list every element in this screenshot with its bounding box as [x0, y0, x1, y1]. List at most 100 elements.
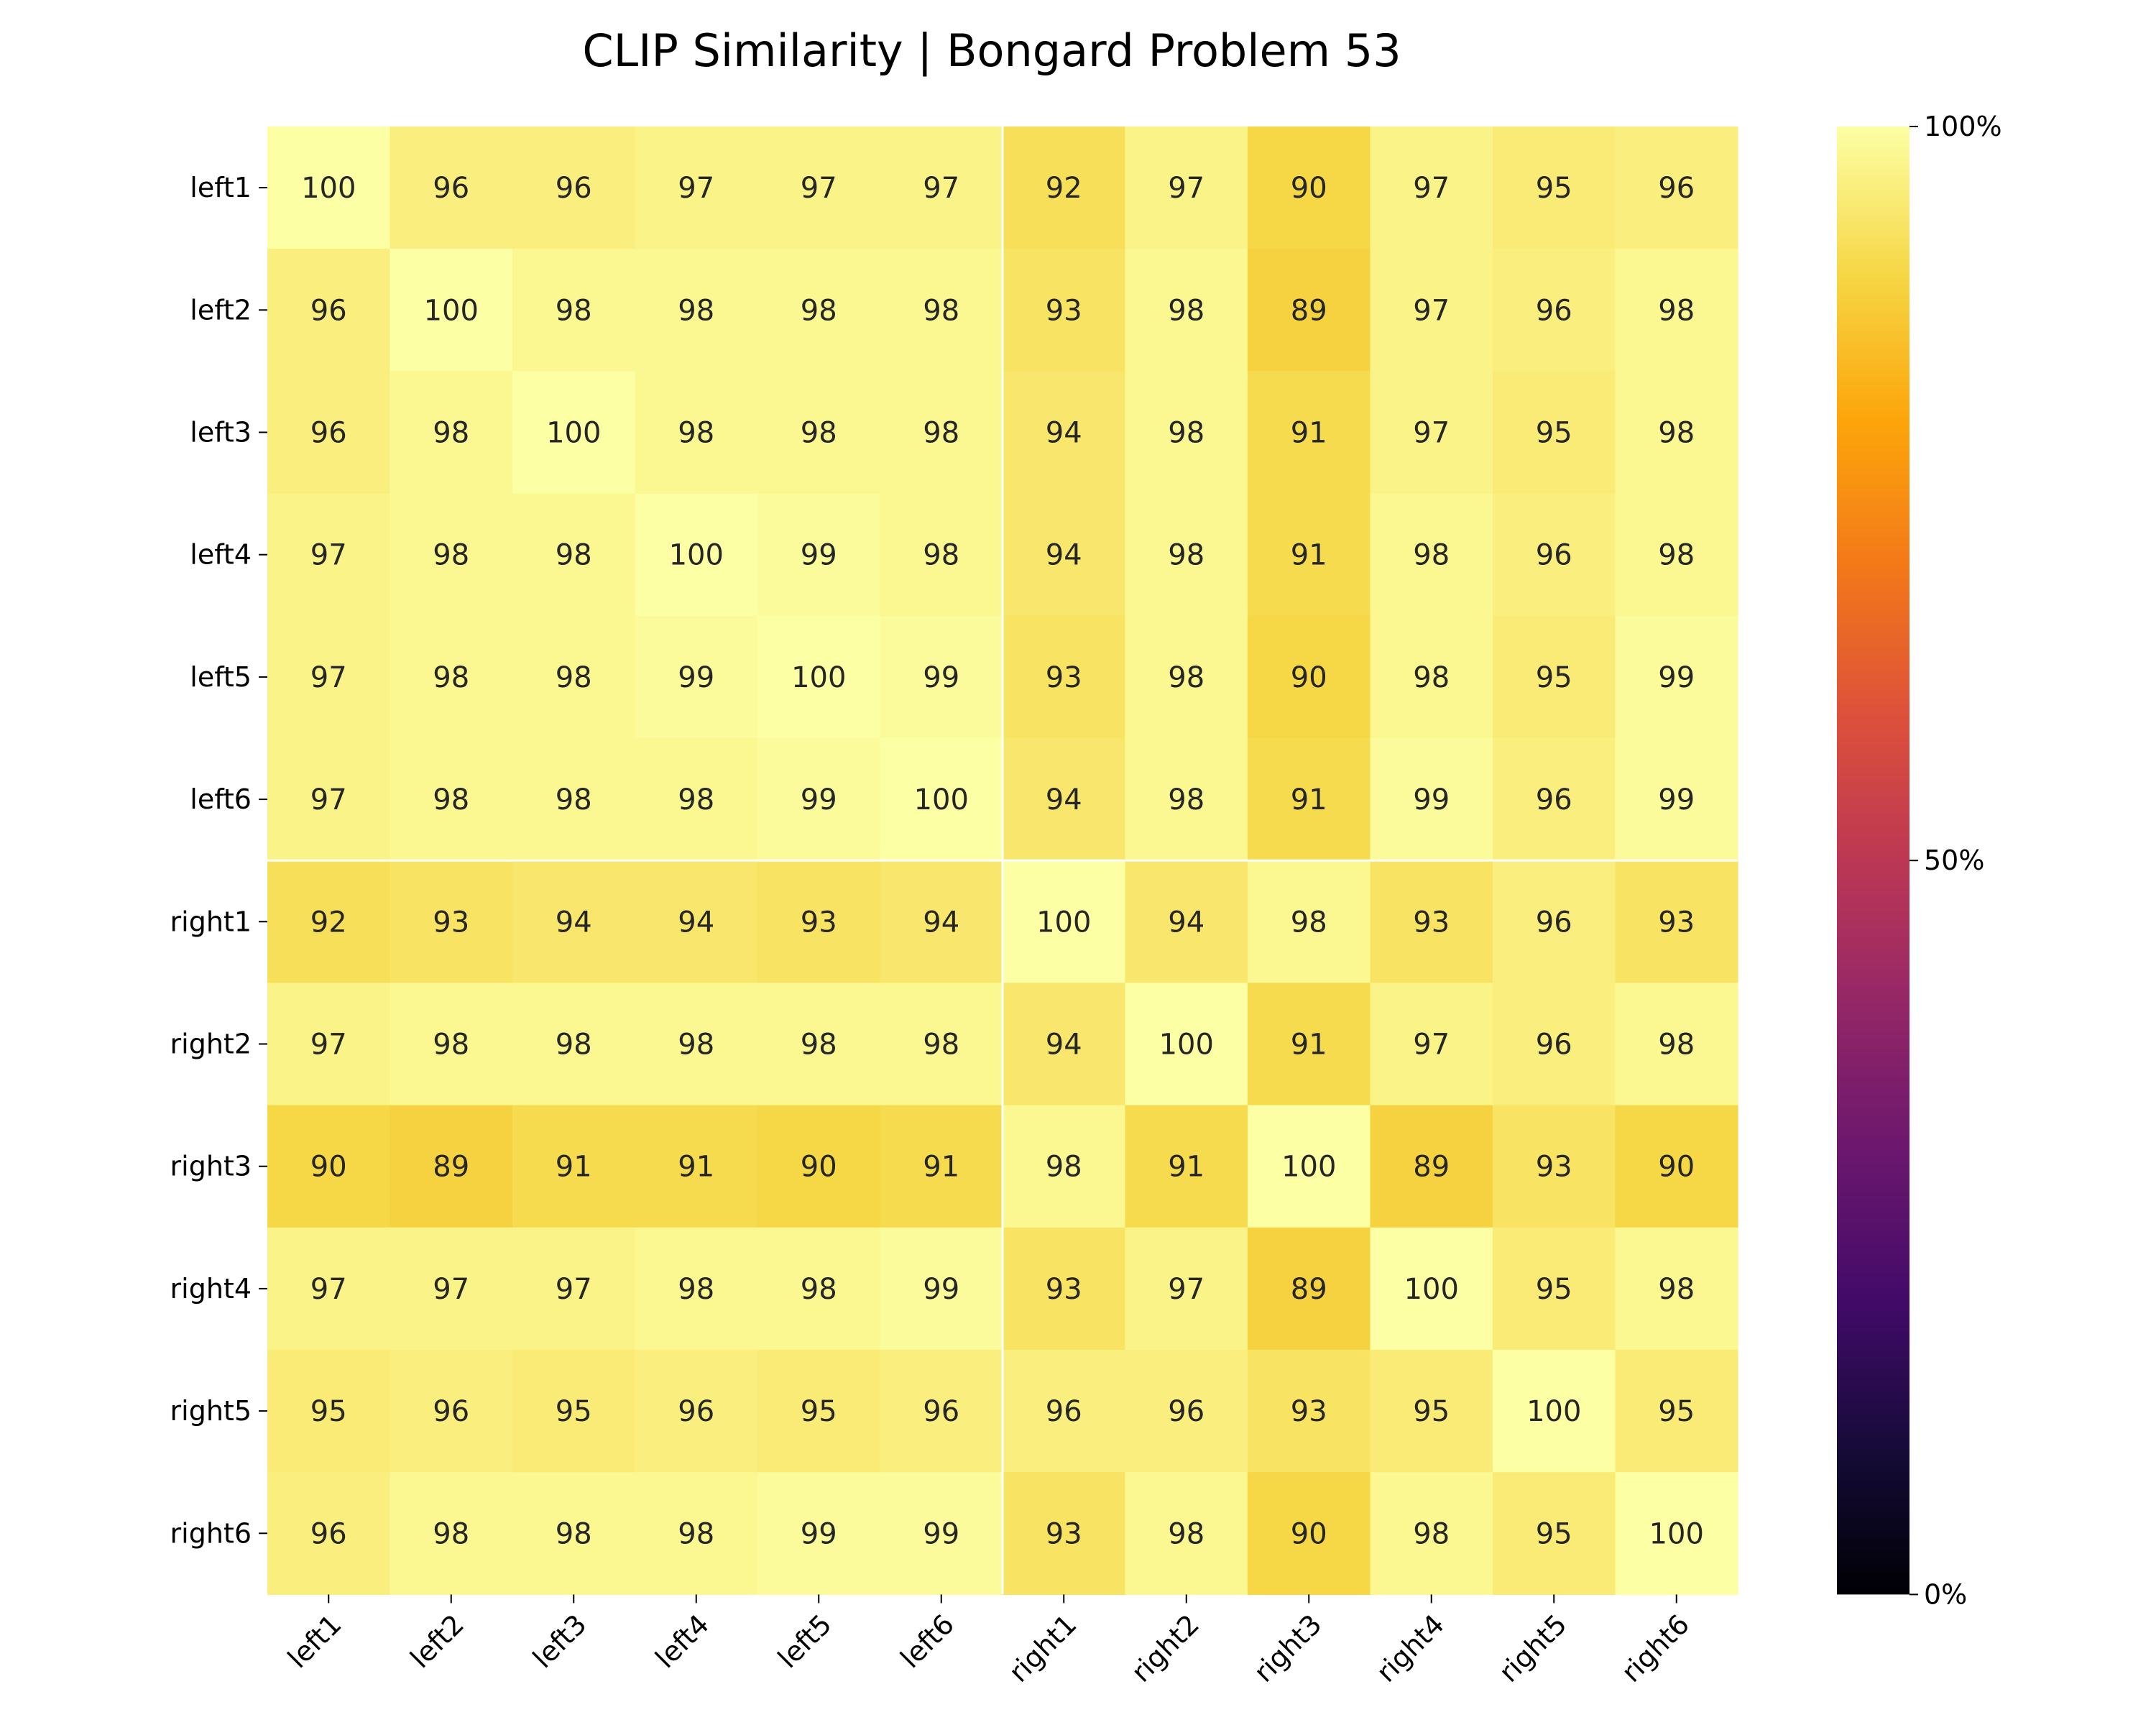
heatmap-cell [880, 1472, 1003, 1595]
cell-value-label: 94 [678, 906, 714, 939]
cell-value-label: 98 [433, 1029, 469, 1062]
cell-value-label: 98 [923, 539, 959, 572]
heatmap-cell [1615, 1472, 1738, 1595]
heatmap-cell [1370, 249, 1493, 372]
heatmap-cell [880, 1105, 1003, 1228]
heatmap-cell [880, 1350, 1003, 1473]
cell-value-label: 96 [556, 172, 592, 205]
heatmap-cell [1125, 860, 1248, 983]
colorbar-tick-label: 0% [1924, 1578, 1967, 1610]
cell-value-label: 98 [801, 1273, 837, 1306]
cell-value-label: 100 [1036, 906, 1091, 939]
heatmap-cell [267, 1350, 391, 1473]
heatmap-cell [1248, 126, 1371, 249]
cell-value-label: 100 [1649, 1517, 1704, 1550]
cell-value-label: 96 [1536, 539, 1572, 572]
cell-value-label: 98 [1168, 783, 1204, 816]
heatmap-cell [757, 1227, 881, 1351]
cell-value-label: 91 [678, 1151, 714, 1184]
heatmap-cell [635, 983, 758, 1106]
cell-value-label: 97 [310, 1273, 347, 1306]
cell-value-label: 96 [310, 417, 347, 450]
cell-value-label: 96 [1536, 1029, 1572, 1062]
cell-value-label: 98 [1046, 1151, 1082, 1184]
cell-value-label: 91 [1291, 539, 1327, 572]
cell-value-label: 95 [1536, 1273, 1572, 1306]
cell-value-label: 98 [678, 783, 714, 816]
y-axis: left1 left2 left3 left4 left5 left6 right1 righ… [170, 172, 267, 1549]
heatmap-cell [267, 493, 391, 617]
cell-value-label: 100 [914, 783, 969, 816]
y-tick-label: left6 [190, 783, 252, 815]
cell-value-label: 93 [1046, 1273, 1082, 1306]
cell-value-label: 99 [923, 1517, 959, 1550]
heatmap-cell [880, 371, 1003, 494]
heatmap-cell [1003, 738, 1126, 861]
heatmap-cell [267, 1472, 391, 1595]
cell-value-label: 90 [1291, 1517, 1327, 1550]
cell-value-label: 98 [678, 294, 714, 327]
heatmap-cell [757, 1105, 881, 1228]
heatmap-cell [1493, 249, 1616, 372]
heatmap-cell [1493, 983, 1616, 1106]
cell-value-label: 95 [1536, 1517, 1572, 1550]
cell-value-label: 91 [923, 1151, 959, 1184]
cell-value-label: 97 [310, 661, 347, 694]
heatmap-cell [757, 493, 881, 617]
cell-value-label: 98 [1168, 294, 1204, 327]
x-tick-label: right3 [1248, 1609, 1327, 1688]
heatmap-cell [1615, 1105, 1738, 1228]
x-tick-label: left3 [527, 1609, 593, 1675]
heatmap-cell [1125, 1472, 1248, 1595]
cell-value-label: 95 [556, 1395, 592, 1428]
heatmap-cell [635, 126, 758, 249]
cell-value-label: 97 [556, 1273, 592, 1306]
heatmap-cell [512, 738, 636, 861]
cell-value-label: 89 [433, 1151, 469, 1184]
heatmap-cell [1003, 615, 1126, 739]
cell-value-label: 100 [301, 172, 356, 205]
cell-value-label: 98 [678, 1273, 714, 1306]
y-tick-label: right6 [170, 1517, 252, 1549]
heatmap-cell [1493, 1350, 1616, 1473]
y-tick-label: left1 [190, 172, 252, 203]
cell-value-label: 99 [801, 783, 837, 816]
cell-value-label: 90 [1658, 1151, 1695, 1184]
heatmap-cell [1125, 126, 1248, 249]
colorbar: 0% 50% 100% [1837, 111, 2002, 1610]
heatmap-cell [390, 983, 513, 1106]
y-tick-label: right5 [170, 1395, 252, 1427]
cell-value-label: 98 [1413, 661, 1450, 694]
cell-value-label: 95 [1658, 1395, 1695, 1428]
cell-value-label: 98 [433, 539, 469, 572]
cell-value-label: 96 [1536, 906, 1572, 939]
cell-value-label: 98 [1413, 1517, 1450, 1550]
cell-value-label: 97 [1413, 417, 1450, 450]
cell-value-label: 97 [1413, 1029, 1450, 1062]
cell-value-label: 99 [923, 1273, 959, 1306]
heatmap-cell [1615, 1350, 1738, 1473]
heatmap-cell [390, 738, 513, 861]
heatmap-cell [390, 493, 513, 617]
cell-value-label: 96 [678, 1395, 714, 1428]
heatmap-cell [1248, 1227, 1371, 1351]
heatmap-cell [1125, 1105, 1248, 1228]
x-tick-label: left1 [282, 1609, 348, 1675]
cell-value-label: 98 [556, 1029, 592, 1062]
cell-value-label: 97 [433, 1273, 469, 1306]
cell-value-label: 94 [1046, 417, 1082, 450]
cell-value-label: 98 [1168, 1517, 1204, 1550]
x-tick-label: left4 [649, 1609, 715, 1675]
cell-value-label: 96 [310, 294, 347, 327]
heatmap-cell [1248, 1105, 1371, 1228]
cell-value-label: 89 [1291, 294, 1327, 327]
heatmap-cell [390, 1350, 513, 1473]
heatmap-cell [1615, 249, 1738, 372]
heatmap-cell [1125, 1227, 1248, 1351]
heatmap-cell [1615, 493, 1738, 617]
heatmap-cell [1003, 1472, 1126, 1595]
heatmap-cell [880, 126, 1003, 249]
y-tick-label: left3 [190, 417, 252, 448]
heatmap-cell [757, 860, 881, 983]
